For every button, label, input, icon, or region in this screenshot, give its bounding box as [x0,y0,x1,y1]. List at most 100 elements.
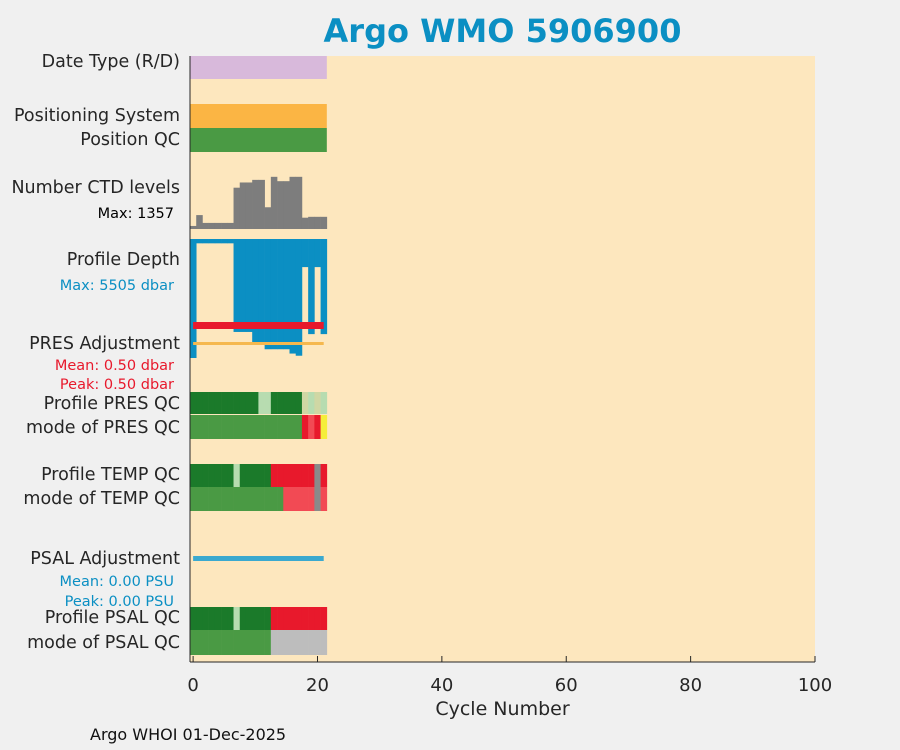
label-profile-pres-qc: Profile PRES QC [43,394,180,414]
profile-depth-bar [221,239,228,244]
temp-mode-cell [202,487,209,511]
label-pres-adj-mean: Mean: 0.50 dbar [54,358,174,374]
pres-mode-cell [258,415,265,439]
pres-mode-cell [227,415,234,439]
profile-depth-bar [245,239,253,332]
psal-mode-cell [202,630,209,655]
label-profile-temp-qc: Profile TEMP QC [41,465,180,485]
psal-qc-cell [208,607,216,630]
profile-depth-bar [264,239,272,350]
label-profile-psal-qc: Profile PSAL QC [44,608,180,628]
ctd-bar [233,187,241,229]
ctd-bar [221,222,228,229]
temp-mode-cell [252,487,259,511]
pres-mode-cell [208,415,216,439]
pres-qc-cell [301,392,309,414]
psal-qc-cell [190,607,197,630]
positioning-system-bar [190,104,327,128]
position-rows [190,104,327,152]
psal-qc-cell [196,607,203,630]
pres-qc-cell [264,392,272,414]
temp-qc-cell [314,464,321,487]
pres-mode-cell [308,415,315,439]
ctd-bar [258,179,265,229]
pres-qc-cell [258,392,265,414]
x-tick-label: 60 [555,675,578,696]
temp-mode-cell [270,487,278,511]
temp-qc-cell [308,464,315,487]
temp-mode-cell [258,487,265,511]
pres-mode-cell [233,415,241,439]
ctd-levels-bars [190,176,328,229]
x-tick-label: 100 [798,675,832,696]
pres-qc-cell [245,392,253,414]
temp-mode-cell [190,487,197,511]
temp-qc-cell [221,464,228,487]
temp-qc-cell [264,464,272,487]
pres-qc-cell [196,392,203,414]
x-tick-label: 20 [306,675,329,696]
date-type-row [190,56,327,79]
psal-mode-cell [320,630,328,655]
profile-depth-bar [208,239,216,244]
date-type-bar [190,56,327,79]
profile-depth-bar [214,239,222,244]
temp-qc-cell [214,464,222,487]
profile-depth-bar [320,239,328,335]
ctd-bar [239,182,247,229]
pres-adj-mean-line [193,342,324,345]
pres-mode-cell [264,415,272,439]
label-positioning-system: Positioning System [13,106,180,126]
psal-qc-cell [233,607,241,630]
pres-mode-cell [320,415,328,439]
profile-depth-bar [283,239,290,350]
ctd-bar [214,222,222,229]
psal-adjustment-line [193,556,324,561]
temp-mode-cell [264,487,272,511]
psal-qc-cell [289,607,297,630]
pres-qc-cell [214,392,222,414]
x-tick-label: 80 [679,675,702,696]
profile-depth-bar [233,239,241,332]
pres-mode-cell [295,415,303,439]
ctd-bar [277,181,284,229]
temp-qc-cell [252,464,259,487]
psal-qc-cell [308,607,315,630]
ctd-bar [283,181,290,229]
x-tick-label: 0 [187,675,198,696]
temp-mode-cell [308,487,315,511]
psal-mode-cell [239,630,247,655]
temp-qc-cell [295,464,303,487]
psal-qc-cell [270,607,278,630]
pres-mode-cell [283,415,290,439]
profile-depth-bar [190,239,197,358]
psal-mode-cell [221,630,228,655]
psal-mode-cell [214,630,222,655]
ctd-bar [196,215,203,229]
label-mode-pres-qc: mode of PRES QC [25,418,180,438]
label-profile-depth: Profile Depth [66,250,180,270]
psal-mode-cell [258,630,265,655]
profile-depth-bar [270,239,278,350]
temp-mode-cell [233,487,241,511]
psal-qc-cell [283,607,290,630]
temp-qc-cell [301,464,309,487]
temp-mode-cell [208,487,216,511]
pres-qc-cell [221,392,228,414]
profile-depth-bar [252,239,259,345]
pres-mode-cell [214,415,222,439]
ctd-bar [208,222,216,229]
temp-qc-cell [320,464,328,487]
pres-qc-cell [190,392,197,414]
label-mode-temp-qc: mode of TEMP QC [23,489,180,509]
temp-mode-cell [295,487,303,511]
qc-rows [190,392,328,655]
pres-qc-cell [270,392,278,414]
profile-depth-bar [227,239,234,244]
temp-qc-cell [289,464,297,487]
temp-qc-cell [270,464,278,487]
x-axis: 0 20 40 60 80 100 [187,56,832,696]
psal-mode-cell [308,630,315,655]
temp-qc-cell [227,464,234,487]
temp-mode-cell [221,487,228,511]
